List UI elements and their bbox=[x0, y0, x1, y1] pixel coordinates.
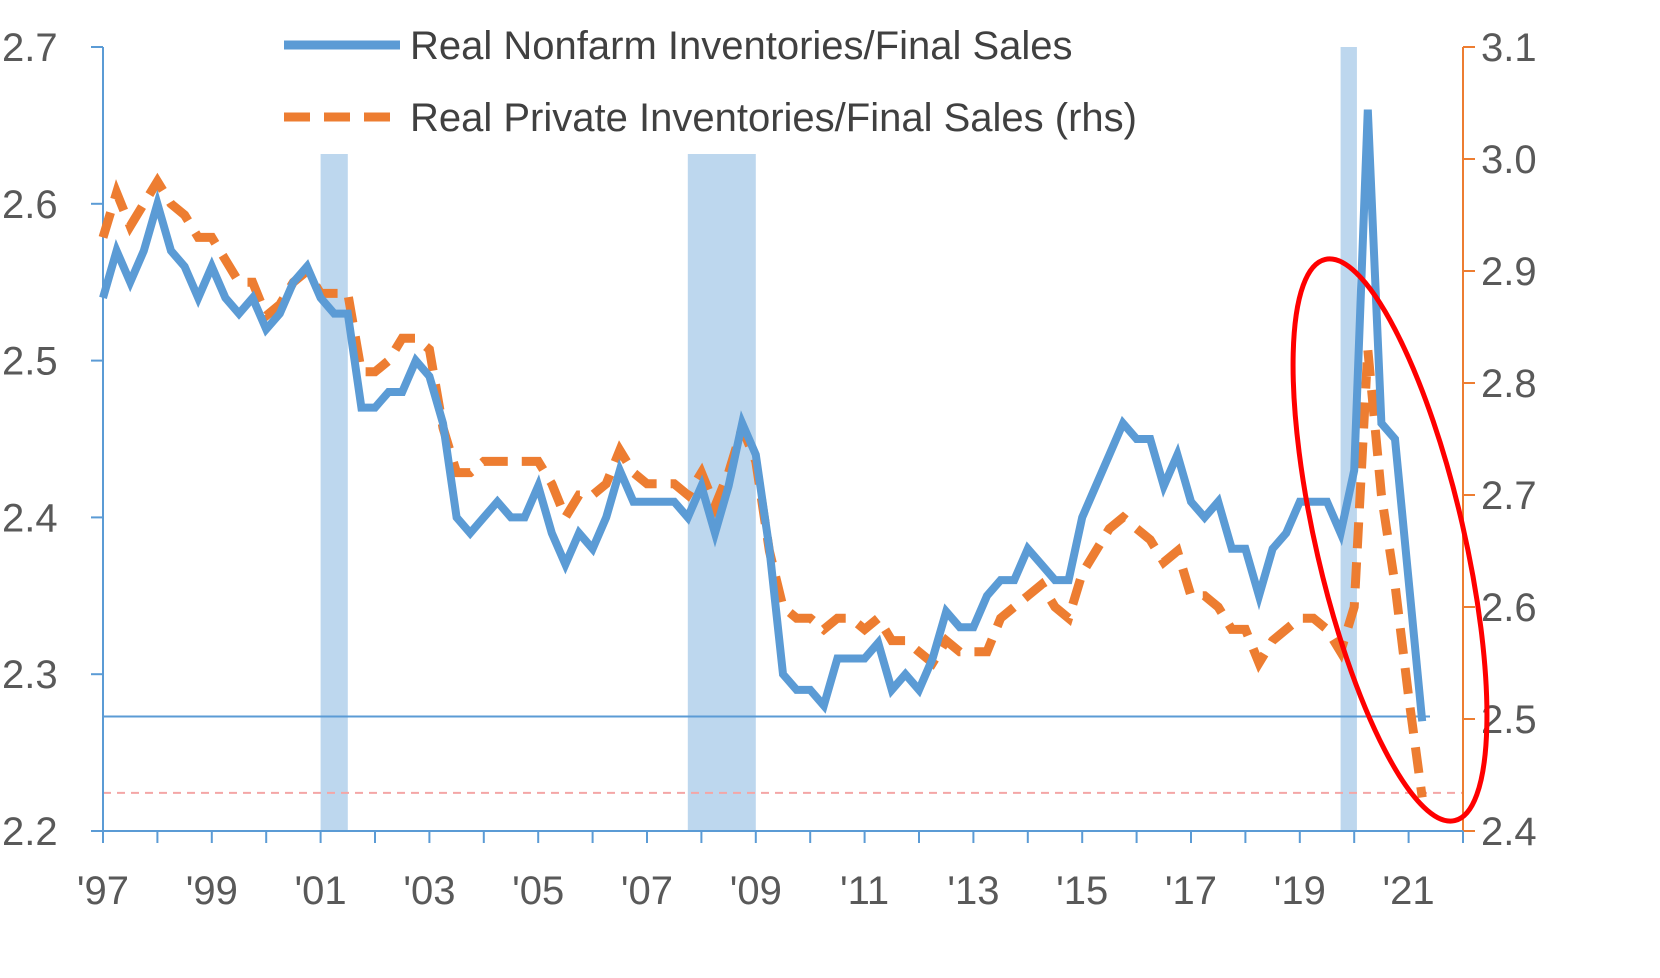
recession-bands bbox=[320, 47, 1357, 831]
left-axis-label: 2.3 bbox=[2, 653, 58, 697]
reference-lines bbox=[103, 715, 1463, 794]
right-axis-label: 2.8 bbox=[1481, 362, 1537, 406]
right-axis-label: 3.1 bbox=[1481, 26, 1537, 70]
x-axis-label: '03 bbox=[403, 869, 455, 913]
left-axis-label: 2.7 bbox=[2, 26, 58, 70]
legend: Real Nonfarm Inventories/Final Sales Real… bbox=[284, 24, 1137, 140]
annotation bbox=[1290, 256, 1490, 824]
right-axis-label: 2.5 bbox=[1481, 698, 1537, 742]
recession-band bbox=[320, 154, 348, 831]
legend-label-nonfarm: Real Nonfarm Inventories/Final Sales bbox=[410, 24, 1073, 68]
left-axis-label: 2.5 bbox=[2, 340, 58, 384]
left-axis-label: 2.2 bbox=[2, 810, 58, 854]
x-axis-label: '97 bbox=[77, 869, 129, 913]
highlight-ellipse bbox=[1290, 256, 1490, 824]
series-lines bbox=[98, 109, 1427, 799]
x-axis-label: '11 bbox=[840, 869, 889, 913]
right-axis-label: 2.7 bbox=[1481, 474, 1537, 518]
legend-label-private: Real Private Inventories/Final Sales (rh… bbox=[410, 96, 1137, 140]
left-axis-label: 2.6 bbox=[2, 183, 58, 227]
x-axis-label: '07 bbox=[621, 869, 673, 913]
x-axis-label: '21 bbox=[1383, 869, 1435, 913]
x-axis-label: '13 bbox=[947, 869, 999, 913]
right-axis-label: 2.9 bbox=[1481, 250, 1537, 294]
x-axis-label: '99 bbox=[186, 869, 238, 913]
axes: 2.2 2.3 2.4 2.5 2.6 2.7 2.4 2.5 2.6 2.7 2.8 2.9 3.0 3… bbox=[2, 26, 1537, 913]
x-axis-label: '01 bbox=[295, 869, 347, 913]
x-axis-label: '05 bbox=[512, 869, 564, 913]
right-axis-label: 2.6 bbox=[1481, 586, 1537, 630]
nonfarm-inventories-line bbox=[99, 109, 1427, 722]
x-axis-label: '17 bbox=[1165, 869, 1217, 913]
recession-band bbox=[1340, 47, 1357, 831]
right-axis-label: 2.4 bbox=[1481, 810, 1537, 854]
right-axis-label: 3.0 bbox=[1481, 138, 1537, 182]
x-axis-label: '09 bbox=[730, 869, 782, 913]
x-axis-label: '19 bbox=[1274, 869, 1326, 913]
left-axis-label: 2.4 bbox=[2, 496, 58, 540]
x-axis-label: '15 bbox=[1056, 869, 1108, 913]
